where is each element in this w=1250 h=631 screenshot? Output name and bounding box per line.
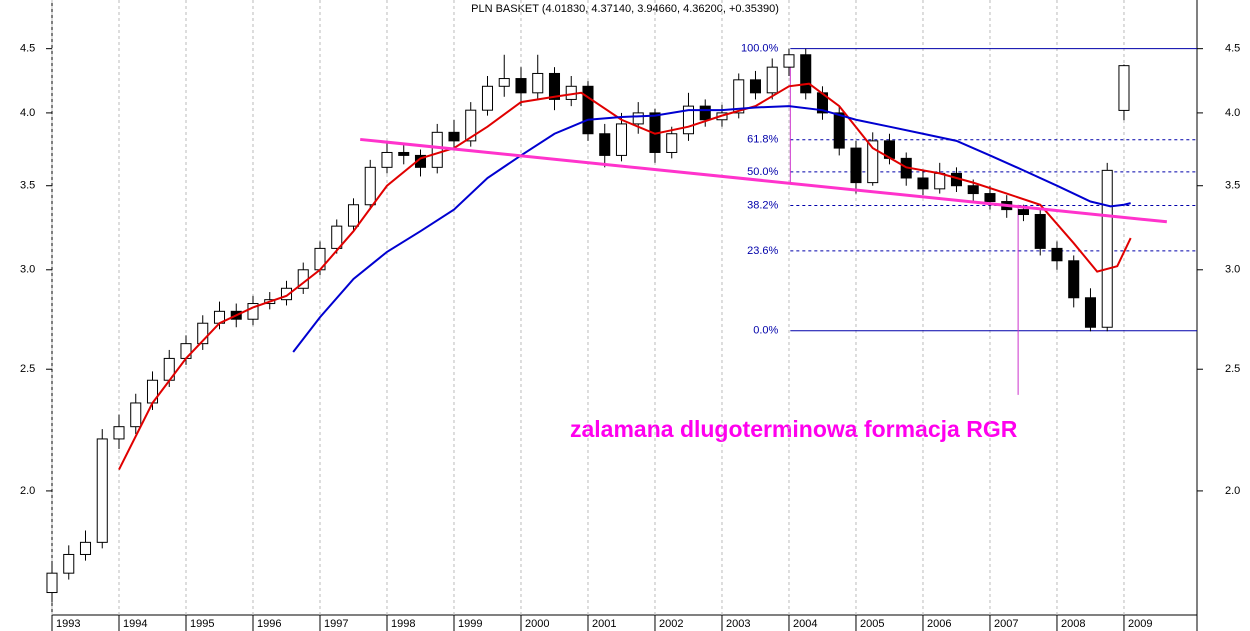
y-tick-label-right: 4.5 — [1225, 43, 1240, 55]
candle-body — [867, 140, 879, 184]
x-tick-label: 2003 — [726, 618, 750, 630]
y-tick-label-right: 2.0 — [1225, 485, 1240, 497]
x-tick-label: 2007 — [994, 618, 1018, 630]
candle-body — [934, 172, 946, 190]
candle-body — [833, 112, 845, 149]
y-tick-label: 2.5 — [20, 363, 35, 375]
x-tick-label: 2004 — [793, 618, 817, 630]
candle-body — [548, 72, 561, 100]
fib-label: 23.6% — [747, 245, 778, 257]
y-tick-label-right: 2.5 — [1225, 363, 1240, 375]
candle-body — [96, 438, 108, 543]
candle-body — [682, 105, 695, 135]
candle-body — [63, 553, 75, 574]
candle-body — [347, 204, 360, 227]
candle-body — [1068, 260, 1080, 299]
x-tick-label: 2006 — [927, 618, 951, 630]
x-tick-label: 1993 — [56, 618, 80, 630]
candle-body — [532, 72, 544, 94]
x-tick-label: 2000 — [525, 618, 549, 630]
candle-body — [1017, 209, 1029, 216]
fib-label: 50.0% — [747, 166, 778, 178]
candle-body — [800, 54, 812, 94]
chart-title: PLN BASKET (4.01830, 4.37140, 3.94660, 4… — [471, 3, 779, 15]
candle-body — [515, 78, 527, 94]
x-tick-label: 1995 — [190, 618, 214, 630]
candle-body — [699, 105, 711, 121]
candle-body — [1084, 297, 1096, 328]
fib-label: 100.0% — [741, 43, 779, 55]
candle-body — [465, 109, 477, 142]
x-tick-label: 1997 — [324, 618, 348, 630]
y-tick-label: 4.5 — [20, 43, 35, 55]
x-tick-label: 2001 — [592, 618, 616, 630]
moving-average — [118, 82, 1132, 470]
x-tick-label: 2009 — [1128, 618, 1152, 630]
candle-body — [632, 112, 644, 125]
candle-body — [46, 572, 58, 594]
candle-body — [431, 131, 443, 168]
candle-body — [364, 166, 376, 206]
candle-body — [1101, 169, 1113, 328]
x-tick-label: 1994 — [123, 618, 147, 630]
candle-body — [1118, 65, 1130, 111]
candle-body — [599, 133, 611, 156]
candle-body — [331, 225, 343, 249]
candle-body — [749, 79, 762, 94]
candle-body — [197, 322, 209, 345]
candle-body — [79, 541, 92, 555]
y-tick-label: 3.0 — [20, 264, 35, 276]
candle-body — [381, 151, 393, 168]
candle-body — [766, 66, 778, 94]
y-tick-label: 4.0 — [20, 107, 35, 119]
candle-body — [666, 133, 678, 153]
candle-body — [130, 402, 142, 428]
candle-body — [481, 85, 494, 111]
candle-body — [448, 131, 460, 142]
candle-body — [180, 343, 192, 359]
annotation: zalamana dlugoterminowa formacja RGR — [570, 416, 1018, 442]
candle-body — [498, 78, 510, 87]
y-tick-label-right: 3.5 — [1225, 180, 1240, 192]
candle-body — [615, 123, 628, 156]
candle-body — [984, 193, 996, 203]
fib-label: 0.0% — [753, 325, 778, 337]
candle-body — [247, 303, 259, 320]
fib-label: 61.8% — [747, 134, 778, 146]
y-tick-label: 2.0 — [20, 485, 35, 497]
candle-body — [917, 177, 929, 190]
x-tick-label: 1998 — [391, 618, 415, 630]
candle-body — [582, 85, 594, 135]
x-tick-label: 2002 — [659, 618, 683, 630]
candle-body — [783, 54, 795, 68]
trendline — [360, 137, 1168, 224]
y-tick-label-right: 3.0 — [1225, 264, 1240, 276]
candle-body — [398, 151, 410, 156]
y-tick-label-right: 4.0 — [1225, 107, 1240, 119]
candle-body — [1034, 214, 1046, 249]
candle-body — [967, 185, 979, 195]
candle-body — [850, 147, 862, 184]
x-tick-label: 2008 — [1061, 618, 1085, 630]
fib-label: 38.2% — [747, 199, 778, 211]
x-tick-label: 2005 — [860, 618, 884, 630]
x-tick-label: 1999 — [458, 618, 482, 630]
x-tick-label: 1996 — [257, 618, 281, 630]
moving-average — [292, 105, 1131, 353]
candle-body — [280, 287, 293, 301]
y-tick-label: 3.5 — [20, 180, 35, 192]
candle-body — [1051, 247, 1063, 262]
candle-body — [113, 426, 125, 440]
candle-body — [733, 79, 745, 114]
